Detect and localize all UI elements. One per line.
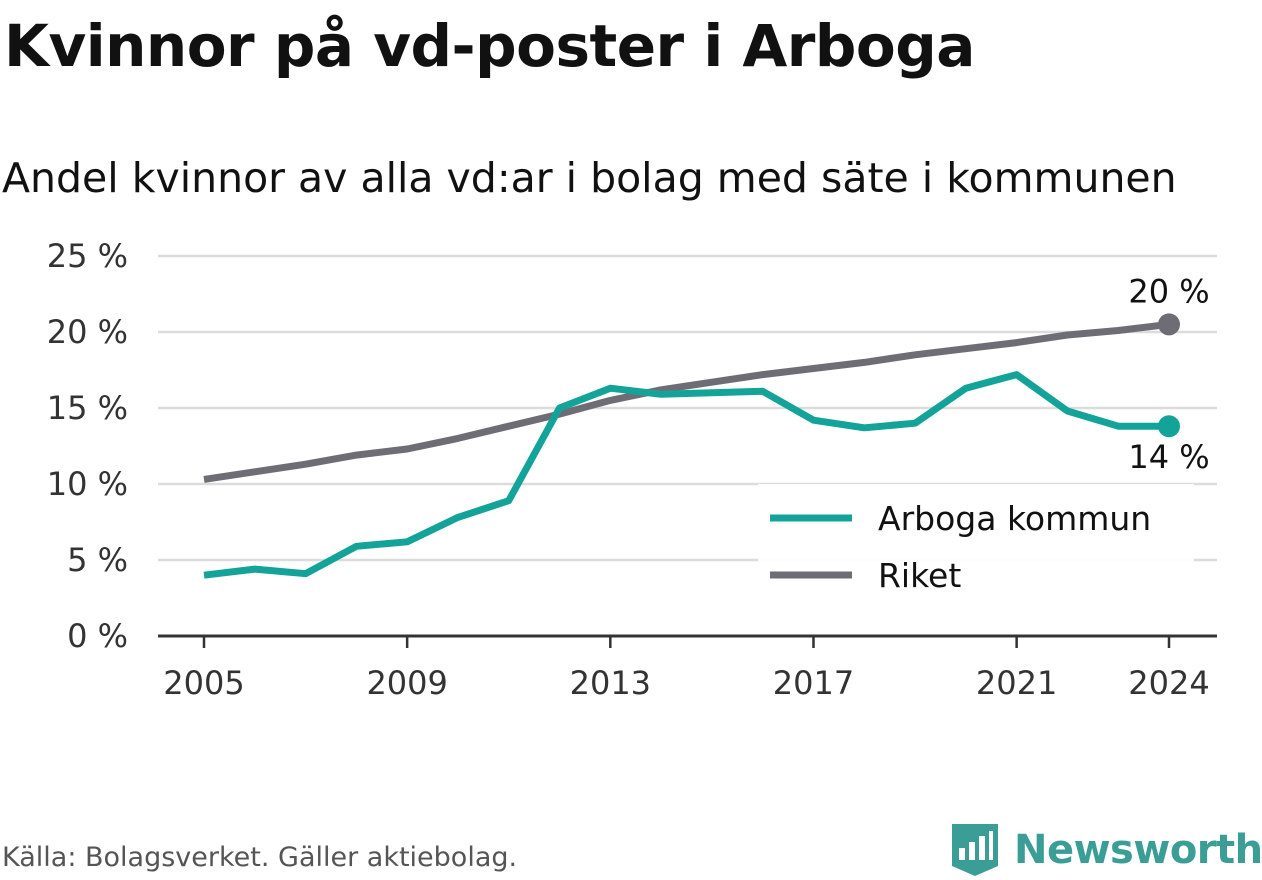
- series-lines: [203, 313, 1180, 579]
- y-tick-label: 0 %: [67, 617, 128, 655]
- y-tick-label: 25 %: [47, 237, 128, 275]
- legend-label: Arboga kommun: [878, 499, 1151, 538]
- y-tick-label: 20 %: [47, 313, 128, 351]
- x-tick-label: 2013: [570, 664, 651, 702]
- x-tick-label: 2017: [773, 664, 854, 702]
- end-label-riket: 20 %: [1128, 272, 1209, 310]
- y-tick-label: 15 %: [47, 389, 128, 427]
- chart-title: Kvinnor på vd-poster i Arboga: [4, 12, 975, 80]
- legend-box: [758, 484, 1194, 606]
- end-label-arboga: 14 %: [1128, 438, 1209, 476]
- x-tick-label: 2021: [976, 664, 1057, 702]
- x-tick-label: 2005: [163, 664, 244, 702]
- brand-name: Newsworthy: [1014, 827, 1262, 873]
- series-line: [203, 371, 1169, 579]
- legend: Arboga kommun Riket: [758, 484, 1194, 606]
- legend-label: Riket: [878, 556, 961, 595]
- series-end-point: [1158, 415, 1180, 438]
- brand-logo[interactable]: Newsworthy: [950, 820, 1262, 880]
- series-line: [203, 320, 1170, 483]
- chart-subtitle: Andel kvinnor av alla vd:ar i bolag med …: [2, 154, 1177, 202]
- y-tick-label: 5 %: [67, 541, 128, 579]
- series-end-point: [1158, 313, 1180, 336]
- source-note: Källa: Bolagsverket. Gäller aktiebolag.: [2, 842, 518, 873]
- y-tick-label: 10 %: [47, 465, 128, 503]
- end-labels: 20 % 14 %: [1128, 272, 1209, 476]
- y-axis: 0 % 5 % 10 % 15 % 20 % 25 %: [47, 237, 128, 655]
- line-chart: 0 %5 %10 %15 %20 %25 % 2005 2009 2013 2017 2…: [47, 237, 1217, 702]
- x-axis: 2005 2009 2013 2017 2021 2024: [158, 634, 1217, 702]
- x-tick-label: 2009: [366, 664, 447, 702]
- x-tick-label: 2024: [1128, 664, 1209, 702]
- newsworthy-logo-icon: [952, 824, 998, 876]
